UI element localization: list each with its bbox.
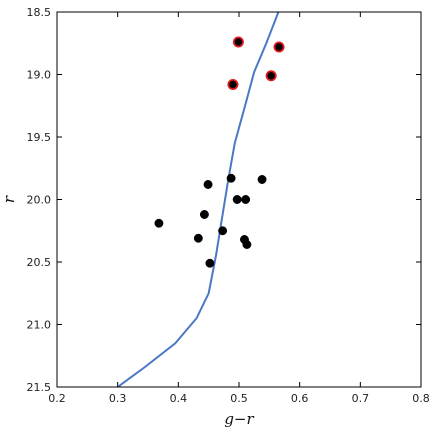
y-tick-label: 19.5 xyxy=(27,131,52,144)
y-tick-label: 19.0 xyxy=(27,69,52,82)
x-tick-label: 0.7 xyxy=(352,392,370,405)
y-tick-label: 20.0 xyxy=(27,194,52,207)
chart-marks xyxy=(117,12,285,387)
x-tick-label: 0.8 xyxy=(412,392,430,405)
data-point xyxy=(232,195,242,204)
data-point xyxy=(205,258,215,268)
x-tick-label: 0.2 xyxy=(48,392,66,405)
x-tick-label: 0.4 xyxy=(170,392,188,405)
data-point xyxy=(199,210,209,219)
data-point xyxy=(226,173,236,183)
highlighted-data-point xyxy=(227,79,239,91)
y-axis: 18.5 19.0 19.5 20.0 20.5 21.0 21.5 xyxy=(27,6,421,394)
x-tick-label: 0.6 xyxy=(291,392,309,405)
y-tick-label: 20.5 xyxy=(27,256,52,269)
y-tick-label: 18.5 xyxy=(27,6,52,19)
highlighted-data-point xyxy=(232,36,244,48)
data-point xyxy=(218,226,228,236)
data-point xyxy=(193,233,203,243)
highlighted-data-point xyxy=(273,41,285,53)
y-tick-label: 21.5 xyxy=(27,381,52,394)
data-point xyxy=(242,240,252,249)
isochrone-line xyxy=(117,12,280,387)
x-axis: 0.2 0.3 0.4 0.5 0.6 0.7 0.8 xyxy=(48,12,430,405)
highlighted-data-point xyxy=(265,70,277,82)
data-point xyxy=(241,195,251,204)
y-tick-label: 21.0 xyxy=(27,319,52,332)
data-point xyxy=(154,218,164,228)
x-axis-label: g−r xyxy=(224,410,254,428)
x-tick-label: 0.3 xyxy=(109,392,127,405)
data-point xyxy=(203,180,213,189)
y-axis-label: r xyxy=(0,195,18,203)
x-tick-label: 0.5 xyxy=(230,392,248,405)
data-point xyxy=(257,175,267,184)
